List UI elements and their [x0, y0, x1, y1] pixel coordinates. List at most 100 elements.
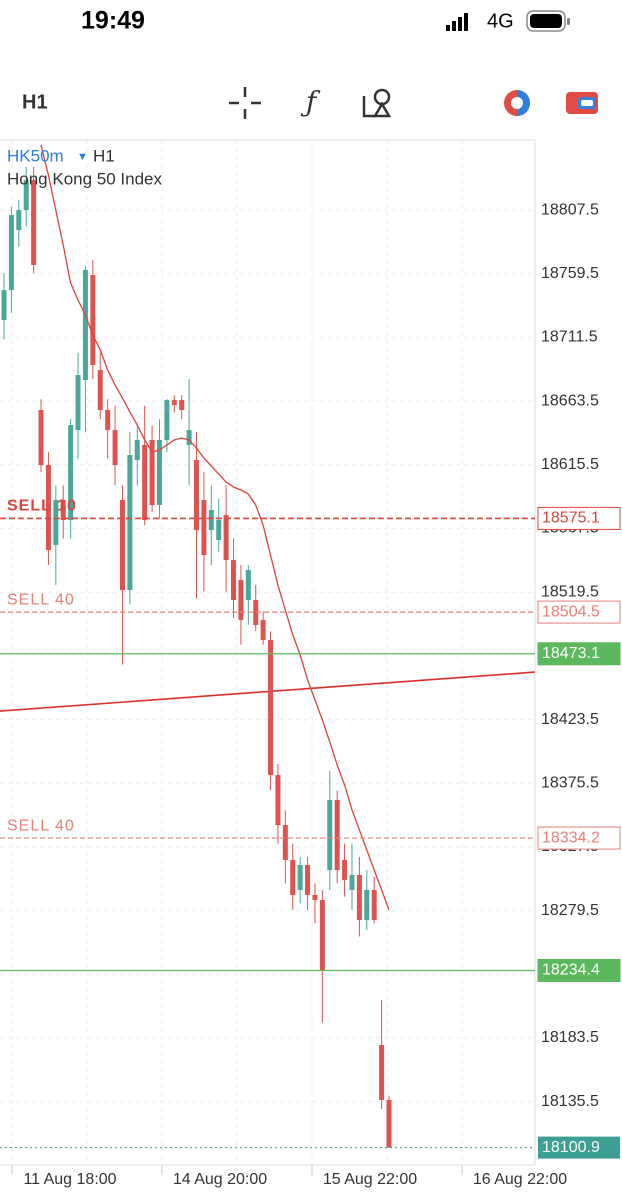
signal-icon — [446, 13, 468, 31]
y-tick-label: 18375.5 — [541, 774, 599, 791]
candle-body — [97, 369, 103, 411]
grid: 18135.518183.518231.518279.518327.518375… — [0, 140, 599, 1188]
chart-timeframe: H1 — [93, 146, 115, 165]
candle-body — [268, 639, 274, 776]
account-button[interactable] — [566, 92, 598, 114]
candle-body — [53, 499, 59, 546]
candle-body — [260, 619, 266, 640]
x-tick-label: 14 Aug 20:00 — [173, 1171, 267, 1188]
y-tick-label: 18807.5 — [541, 201, 599, 218]
price-box-label: 18334.2 — [542, 829, 600, 846]
price-box — [537, 826, 621, 850]
price-box-label: 18234.4 — [542, 962, 600, 979]
candle-body — [319, 900, 325, 970]
candle-body — [171, 400, 177, 406]
price-box — [537, 600, 621, 624]
trendline — [0, 671, 536, 712]
candle-body — [223, 514, 229, 561]
y-tick-label: 18663.5 — [541, 392, 599, 409]
candle-body — [8, 215, 14, 291]
y-tick-label: 18279.5 — [541, 902, 599, 919]
candle-body — [386, 1099, 392, 1148]
candle-body — [245, 570, 251, 601]
order-label: SELL 40 — [7, 591, 75, 608]
candle-body — [60, 499, 66, 521]
crosshair-button[interactable] — [229, 87, 261, 119]
candle-body — [297, 864, 303, 890]
moving-average — [40, 144, 390, 911]
candle-body — [253, 600, 259, 625]
candle-body — [90, 275, 96, 366]
candle-body — [334, 799, 340, 871]
candle-body — [127, 454, 133, 591]
candle-body — [216, 520, 222, 541]
candle-body — [105, 410, 111, 431]
y-tick-label: 18183.5 — [541, 1029, 599, 1046]
candle-body — [75, 374, 81, 431]
network-label: 4G — [487, 10, 514, 32]
candle-body — [364, 889, 370, 921]
candle-body — [349, 874, 355, 890]
timeframe-button[interactable]: H1 — [22, 91, 48, 113]
indicators-button[interactable]: ƒ — [300, 86, 321, 119]
candle-body — [356, 874, 362, 921]
candle-body — [1, 290, 7, 321]
x-tick-label: 16 Aug 22:00 — [473, 1171, 567, 1188]
y-tick-label: 18711.5 — [541, 329, 598, 346]
y-tick-label: 18615.5 — [541, 456, 599, 473]
candle-body — [156, 440, 162, 506]
candle-body — [142, 445, 148, 521]
candle-body — [275, 775, 281, 826]
candle-body — [134, 440, 140, 461]
price-box — [537, 506, 621, 530]
candle-body — [342, 859, 348, 880]
candle-body — [231, 560, 237, 601]
candle-body — [68, 425, 74, 521]
candle-body — [149, 440, 155, 506]
order-label: SELL 40 — [7, 817, 75, 834]
candle-body — [208, 510, 214, 531]
order-label: SELL 10 — [7, 498, 77, 515]
candle-body — [112, 430, 118, 466]
x-tick-label: 11 Aug 18:00 — [23, 1171, 116, 1188]
y-tick-label: 18759.5 — [541, 265, 599, 282]
candle-body — [282, 825, 288, 860]
price-box-label: 18473.1 — [542, 645, 600, 662]
battery-icon — [526, 10, 570, 32]
candle-body — [327, 799, 333, 871]
candle-body — [82, 270, 88, 381]
candle-body — [45, 465, 51, 550]
price-box — [537, 958, 621, 982]
candle-body — [38, 410, 44, 466]
candle-body — [305, 864, 311, 895]
candle-body — [194, 460, 199, 531]
price-box-label: 18575.1 — [542, 510, 600, 527]
candle-body — [312, 894, 318, 901]
y-tick-label: 18519.5 — [541, 583, 599, 600]
candle-body — [201, 499, 207, 556]
candle-body — [179, 400, 185, 411]
overlay: SELL 10 18575.1 SELL 40 18504.5 18473.1 SELL … — [0, 498, 621, 1159]
current-price-box — [538, 1136, 620, 1159]
symbol-dropdown[interactable]: ▼ — [77, 151, 88, 163]
y-tick-label: 18423.5 — [541, 711, 599, 728]
chart-subtitle: Hong Kong 50 Index — [7, 169, 163, 188]
candle-body — [23, 180, 29, 211]
candle-body — [379, 1045, 385, 1100]
candle-body — [164, 400, 170, 441]
candle-body — [31, 180, 37, 265]
candle-body — [186, 430, 192, 446]
candle-body — [16, 210, 22, 231]
price-box — [537, 642, 621, 666]
objects-button[interactable] — [362, 88, 392, 118]
x-tick-label: 15 Aug 22:00 — [323, 1171, 417, 1188]
trade-button[interactable] — [504, 90, 530, 116]
price-box-label: 18504.5 — [542, 603, 600, 620]
symbol-label[interactable]: HK50m — [7, 146, 64, 165]
candle-body — [371, 889, 377, 921]
candle-body — [119, 499, 125, 591]
candle-body — [290, 859, 296, 895]
plot — [0, 144, 536, 1148]
